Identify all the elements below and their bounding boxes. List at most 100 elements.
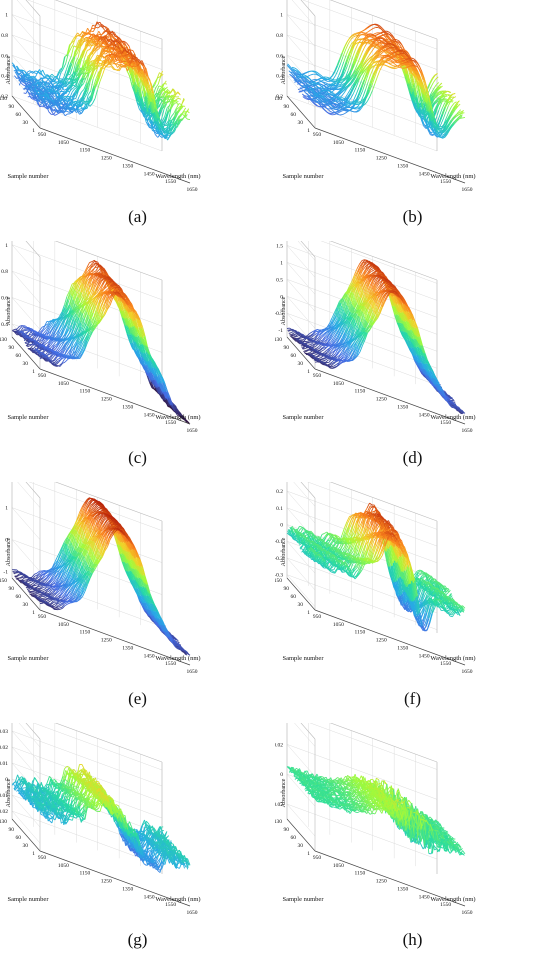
surface-segment — [301, 82, 305, 85]
surface-segment — [358, 44, 362, 51]
surface-segment — [75, 64, 80, 72]
grid-line — [16, 0, 41, 27]
surface-segment — [391, 34, 395, 39]
surface-segment — [409, 92, 413, 102]
surface-segment — [321, 76, 325, 79]
surface-segment — [45, 77, 49, 80]
surface-segment — [327, 88, 331, 91]
surface-segment — [352, 35, 356, 38]
surface-segment — [62, 99, 67, 104]
surface-segment — [367, 45, 371, 51]
surface-segment — [298, 74, 302, 77]
surface-segment — [416, 90, 421, 104]
surface-segment — [364, 39, 368, 42]
surface-segment — [434, 134, 438, 138]
surface-segment — [314, 79, 318, 82]
surface-segment — [74, 90, 78, 93]
surface-segment — [74, 32, 78, 37]
surface-segment — [29, 70, 33, 74]
surface-segment — [38, 94, 42, 98]
surface-segment — [96, 55, 100, 64]
surface-segment — [375, 37, 379, 40]
surface-segment — [40, 94, 44, 97]
surface-segment — [160, 74, 164, 77]
surface-segment — [147, 83, 151, 92]
surface-segment — [77, 104, 81, 110]
surface-segment — [340, 101, 344, 104]
surface-segment — [301, 76, 305, 78]
surface-segment — [308, 95, 312, 97]
surface-segment — [298, 91, 302, 93]
surface-segment — [97, 25, 101, 29]
surface-segment — [96, 77, 100, 85]
surface-segment — [343, 54, 347, 62]
surface-segment — [36, 85, 40, 88]
surface-segment — [385, 40, 389, 44]
surface-segment — [126, 42, 130, 47]
surface-segment — [343, 88, 347, 94]
surface-segment — [108, 46, 112, 49]
surface-segment — [40, 88, 44, 92]
surface-segment — [53, 91, 57, 97]
surface-segment — [95, 26, 99, 29]
surface-segment — [97, 21, 101, 24]
surface-segment — [98, 44, 102, 49]
surface-segment — [31, 79, 35, 84]
surface-segment — [440, 93, 444, 99]
surface-segment — [116, 50, 120, 55]
surface-segment — [307, 95, 311, 99]
surface-segment — [303, 90, 307, 95]
surface-segment — [60, 68, 64, 74]
surface-segment — [377, 51, 381, 55]
surface-segment — [156, 89, 160, 97]
surface-segment — [179, 118, 183, 121]
surface-segment — [291, 75, 295, 80]
surface-segment — [346, 93, 351, 98]
surface-segment — [173, 89, 177, 94]
surface-segment — [103, 50, 107, 54]
surface-segment — [63, 107, 68, 113]
surface-segment — [435, 99, 439, 102]
surface-segment — [62, 111, 66, 116]
surface-segment — [147, 107, 152, 121]
surface-segment — [346, 74, 350, 79]
surface-segment — [131, 71, 135, 83]
surface-segment — [102, 35, 106, 39]
surface-segment — [93, 50, 97, 54]
surface-segment — [315, 73, 319, 76]
surface-segment — [44, 76, 48, 78]
surface-segment — [56, 95, 60, 98]
surface-segment — [111, 47, 115, 49]
surface-segment — [134, 56, 138, 59]
surface-segment — [427, 128, 432, 134]
surface-segment — [360, 69, 364, 76]
surface-segment — [150, 101, 155, 114]
surface-mesh — [286, 23, 466, 139]
surface-segment — [325, 85, 329, 89]
surface-segment — [340, 81, 344, 83]
surface-segment — [309, 91, 313, 94]
surface-segment — [161, 122, 165, 126]
surface-segment — [327, 95, 330, 99]
surface-segment — [362, 54, 366, 60]
surface-segment — [382, 37, 386, 40]
surface-segment — [72, 93, 76, 97]
surface-segment — [158, 90, 162, 95]
surface-segment — [426, 111, 431, 122]
surface-segment — [62, 56, 66, 68]
surface-segment — [128, 67, 133, 73]
surface-segment — [453, 101, 457, 104]
surface-segment — [72, 109, 76, 112]
surface-segment — [94, 64, 98, 67]
surface-segment — [144, 101, 148, 115]
surface-segment — [334, 65, 338, 72]
surface-segment — [47, 99, 52, 106]
surface-segment — [428, 124, 432, 131]
surface-segment — [79, 36, 83, 47]
surface-segment — [372, 38, 375, 40]
surface-segment — [155, 85, 160, 94]
surface-segment — [45, 74, 48, 76]
surface-segment — [177, 91, 181, 96]
surface-segment — [122, 65, 126, 68]
surface-segment — [300, 84, 303, 87]
